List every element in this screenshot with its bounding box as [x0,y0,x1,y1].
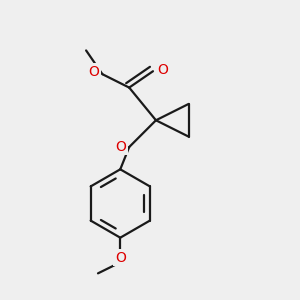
Text: O: O [115,250,126,265]
Text: O: O [116,140,126,154]
Text: O: O [157,63,168,77]
Text: O: O [89,65,100,79]
